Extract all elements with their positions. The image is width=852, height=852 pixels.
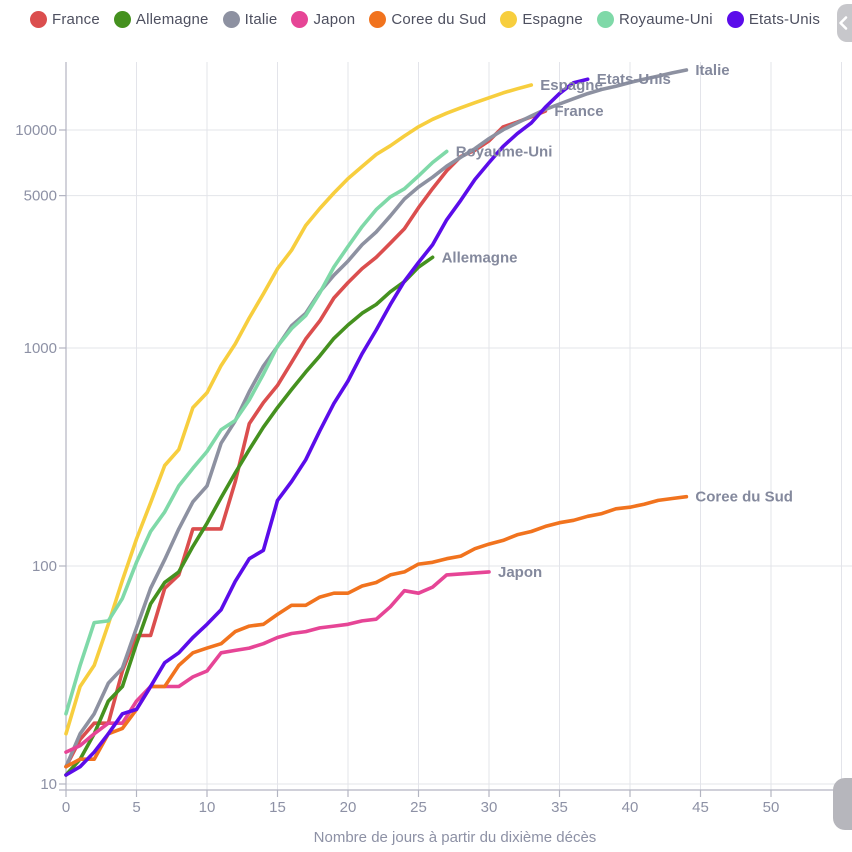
legend-label: Royaume-Uni [619, 11, 713, 28]
series-label-france: France [554, 103, 603, 120]
y-tick-label: 1000 [24, 340, 57, 357]
legend-swatch-icon [500, 11, 517, 28]
legend: France Allemagne Italie Japon Coree du Sud Es… [30, 7, 820, 31]
x-tick-label: 10 [199, 799, 216, 816]
x-tick-label: 5 [132, 799, 140, 816]
series-line-etats-unis [66, 79, 588, 775]
x-tick-label: 20 [340, 799, 357, 816]
x-axis-title: Nombre de jours à partir du dixième décè… [314, 829, 597, 846]
line-chart: 1010010005000100000510152025303540455055… [0, 0, 852, 852]
legend-label: Japon [313, 11, 355, 28]
y-tick-label: 10 [40, 776, 57, 793]
x-tick-label: 40 [622, 799, 639, 816]
legend-label: Etats-Unis [749, 11, 820, 28]
series-label-espagne: Espagne [540, 77, 603, 94]
y-tick-label: 100 [32, 558, 57, 575]
legend-swatch-icon [597, 11, 614, 28]
legend-item-japon[interactable]: Japon [291, 11, 355, 28]
x-tick-label: 45 [692, 799, 709, 816]
legend-swatch-icon [30, 11, 47, 28]
series-line-coree-du-sud [66, 497, 686, 767]
legend-scroll-button[interactable] [837, 4, 852, 42]
legend-item-espagne[interactable]: Espagne [500, 11, 583, 28]
x-tick-label: 25 [410, 799, 427, 816]
x-tick-label: 50 [763, 799, 780, 816]
legend-item-coree-du-sud[interactable]: Coree du Sud [369, 11, 486, 28]
series-line-italie [66, 70, 686, 767]
legend-swatch-icon [369, 11, 386, 28]
legend-swatch-icon [727, 11, 744, 28]
series-label-etats-unis: Etats-Unis [597, 71, 671, 88]
legend-item-italie[interactable]: Italie [223, 11, 278, 28]
series-label-royaume-uni: Royaume-Uni [456, 143, 553, 160]
legend-swatch-icon [114, 11, 131, 28]
legend-item-allemagne[interactable]: Allemagne [114, 11, 209, 28]
y-tick-label: 10000 [15, 122, 57, 139]
x-tick-label: 15 [269, 799, 286, 816]
x-tick-label: 0 [62, 799, 70, 816]
legend-label: Espagne [522, 11, 583, 28]
x-tick-label: 35 [551, 799, 568, 816]
legend-label: France [52, 11, 100, 28]
legend-item-royaume-uni[interactable]: Royaume-Uni [597, 11, 713, 28]
series-line-royaume-uni [66, 151, 447, 713]
series-line-france [66, 111, 545, 767]
legend-swatch-icon [223, 11, 240, 28]
legend-label: Allemagne [136, 11, 209, 28]
series-label-allemagne: Allemagne [442, 249, 518, 266]
legend-label: Italie [245, 11, 278, 28]
legend-swatch-icon [291, 11, 308, 28]
x-tick-label: 30 [481, 799, 498, 816]
legend-label: Coree du Sud [391, 11, 486, 28]
chevron-left-icon [837, 15, 849, 31]
series-label-italie: Italie [695, 62, 729, 79]
chart-corner-button[interactable] [833, 778, 852, 830]
y-tick-label: 5000 [24, 188, 57, 205]
legend-item-france[interactable]: France [30, 11, 100, 28]
legend-item-etats-unis[interactable]: Etats-Unis [727, 11, 820, 28]
series-line-allemagne [66, 257, 433, 775]
series-label-japon: Japon [498, 564, 542, 581]
series-label-coree-du-sud: Coree du Sud [695, 489, 793, 506]
